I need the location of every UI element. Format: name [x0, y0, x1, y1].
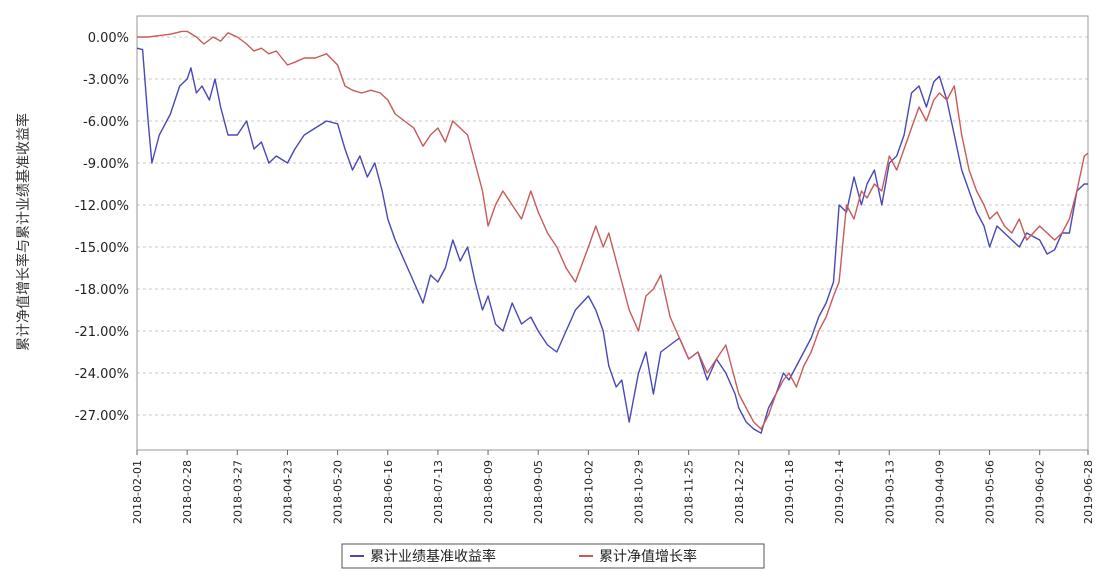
x-tick-label: 2018-07-13 — [432, 460, 445, 524]
plot-frame — [136, 15, 1089, 451]
y-tick-label: -15.00% — [75, 241, 129, 256]
x-tick-label: 2018-10-29 — [633, 460, 646, 524]
y-axis-label: 累计净值增长率与累计业绩基准收益率 — [15, 113, 32, 351]
x-tick-label: 2019-03-13 — [883, 460, 896, 524]
y-tick-label: -9.00% — [83, 157, 129, 172]
series-lines — [136, 30, 1089, 434]
x-axis-ticks: 2018-02-01 2018-02-28 2018-03-27 2018-04-23… — [131, 450, 1095, 524]
x-tick-label: 2018-12-22 — [733, 460, 746, 524]
y-tick-label: -12.00% — [75, 199, 129, 214]
y-tick-label: -18.00% — [75, 283, 129, 298]
x-tick-label: 2018-02-28 — [181, 460, 194, 524]
x-tick-label: 2019-04-09 — [933, 460, 946, 524]
x-tick-label: 2019-02-14 — [833, 460, 846, 524]
legend: 累计业绩基准收益率 累计净值增长率 — [341, 543, 765, 569]
series-line-benchmark — [136, 47, 1088, 434]
x-tick-label: 2018-03-27 — [231, 460, 244, 524]
x-tick-label: 2018-04-23 — [281, 460, 294, 524]
x-tick-label: 2018-05-20 — [332, 460, 345, 524]
y-tick-label: -3.00% — [83, 73, 129, 88]
x-tick-label: 2019-06-02 — [1034, 460, 1047, 524]
y-axis-ticks: 0.00% -3.00% -6.00% -9.00% -12.00% -15.00% -18… — [75, 31, 129, 424]
y-tick-label: -27.00% — [75, 409, 129, 424]
y-tick-label: -6.00% — [83, 115, 129, 130]
x-tick-label: 2018-10-02 — [582, 460, 595, 524]
x-tick-label: 2018-11-25 — [683, 460, 696, 524]
x-tick-label: 2018-09-05 — [532, 460, 545, 524]
x-tick-label: 2018-08-09 — [482, 460, 495, 524]
y-tick-label: -21.00% — [75, 325, 129, 340]
x-tick-label: 2019-06-28 — [1082, 460, 1095, 524]
x-tick-label: 2018-06-16 — [382, 460, 395, 524]
x-tick-label: 2019-01-18 — [783, 460, 796, 524]
y-tick-label: -24.00% — [75, 367, 129, 382]
y-tick-label: 0.00% — [88, 31, 129, 46]
series-line-nav — [137, 30, 1089, 430]
legend-label-benchmark: 累计业绩基准收益率 — [370, 548, 496, 565]
x-tick-label: 2018-02-01 — [131, 460, 144, 524]
legend-label-nav: 累计净值增长率 — [599, 548, 697, 565]
legend-box — [341, 543, 765, 569]
x-tick-label: 2019-05-06 — [984, 460, 997, 524]
